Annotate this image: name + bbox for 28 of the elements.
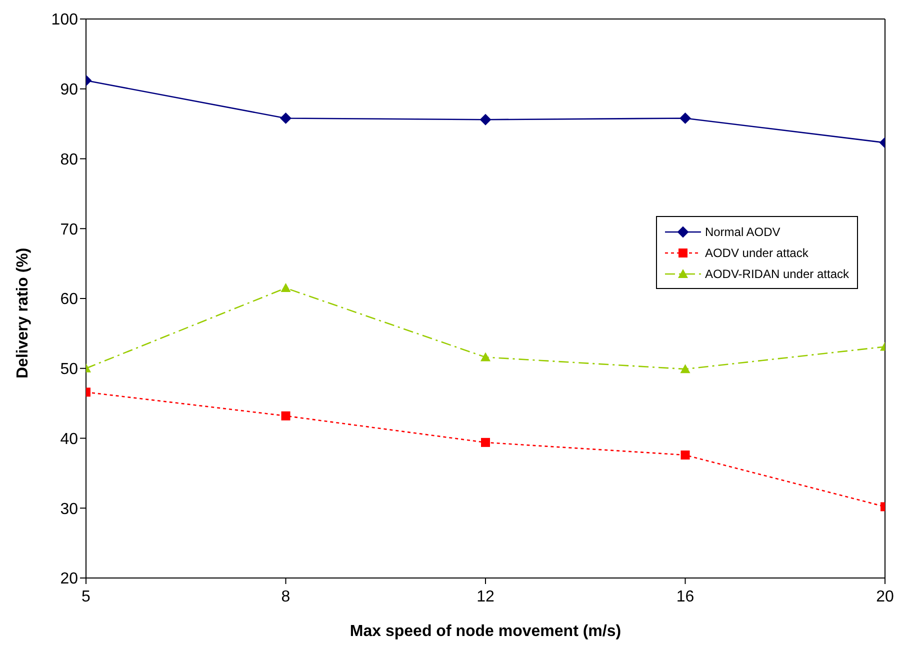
legend-label: AODV-RIDAN under attack bbox=[704, 266, 849, 280]
point bbox=[280, 112, 292, 124]
y-axis-title: Delivery ratio (%) bbox=[14, 248, 32, 378]
x-tick-label: 8 bbox=[281, 588, 290, 606]
point bbox=[680, 450, 690, 460]
y-tick-label: 40 bbox=[60, 430, 78, 448]
point bbox=[680, 364, 690, 374]
x-tick-label: 20 bbox=[876, 588, 894, 606]
x-tick-label: 12 bbox=[476, 588, 494, 606]
legend-label: Normal AODV bbox=[704, 224, 780, 238]
y-tick-label: 30 bbox=[60, 500, 78, 518]
y-tick-label: 100 bbox=[51, 12, 78, 29]
point bbox=[280, 283, 291, 292]
point bbox=[281, 411, 290, 420]
point bbox=[481, 438, 490, 447]
x-tick-label: 16 bbox=[676, 588, 694, 606]
point bbox=[480, 114, 491, 126]
y-tick-label: 90 bbox=[60, 82, 78, 99]
y-tick-label: 50 bbox=[60, 361, 78, 378]
y-tick-label: 80 bbox=[60, 151, 78, 168]
x-tick-label: 5 bbox=[82, 588, 91, 606]
y-tick-label: 70 bbox=[60, 221, 78, 238]
point bbox=[680, 112, 691, 124]
y-tick-label: 20 bbox=[60, 570, 78, 588]
point bbox=[480, 352, 490, 362]
y-tick-label: 60 bbox=[60, 291, 78, 308]
legend-label: AODV under attack bbox=[704, 246, 808, 260]
x-axis-title: Max speed of node movement (m/s) bbox=[350, 623, 622, 640]
